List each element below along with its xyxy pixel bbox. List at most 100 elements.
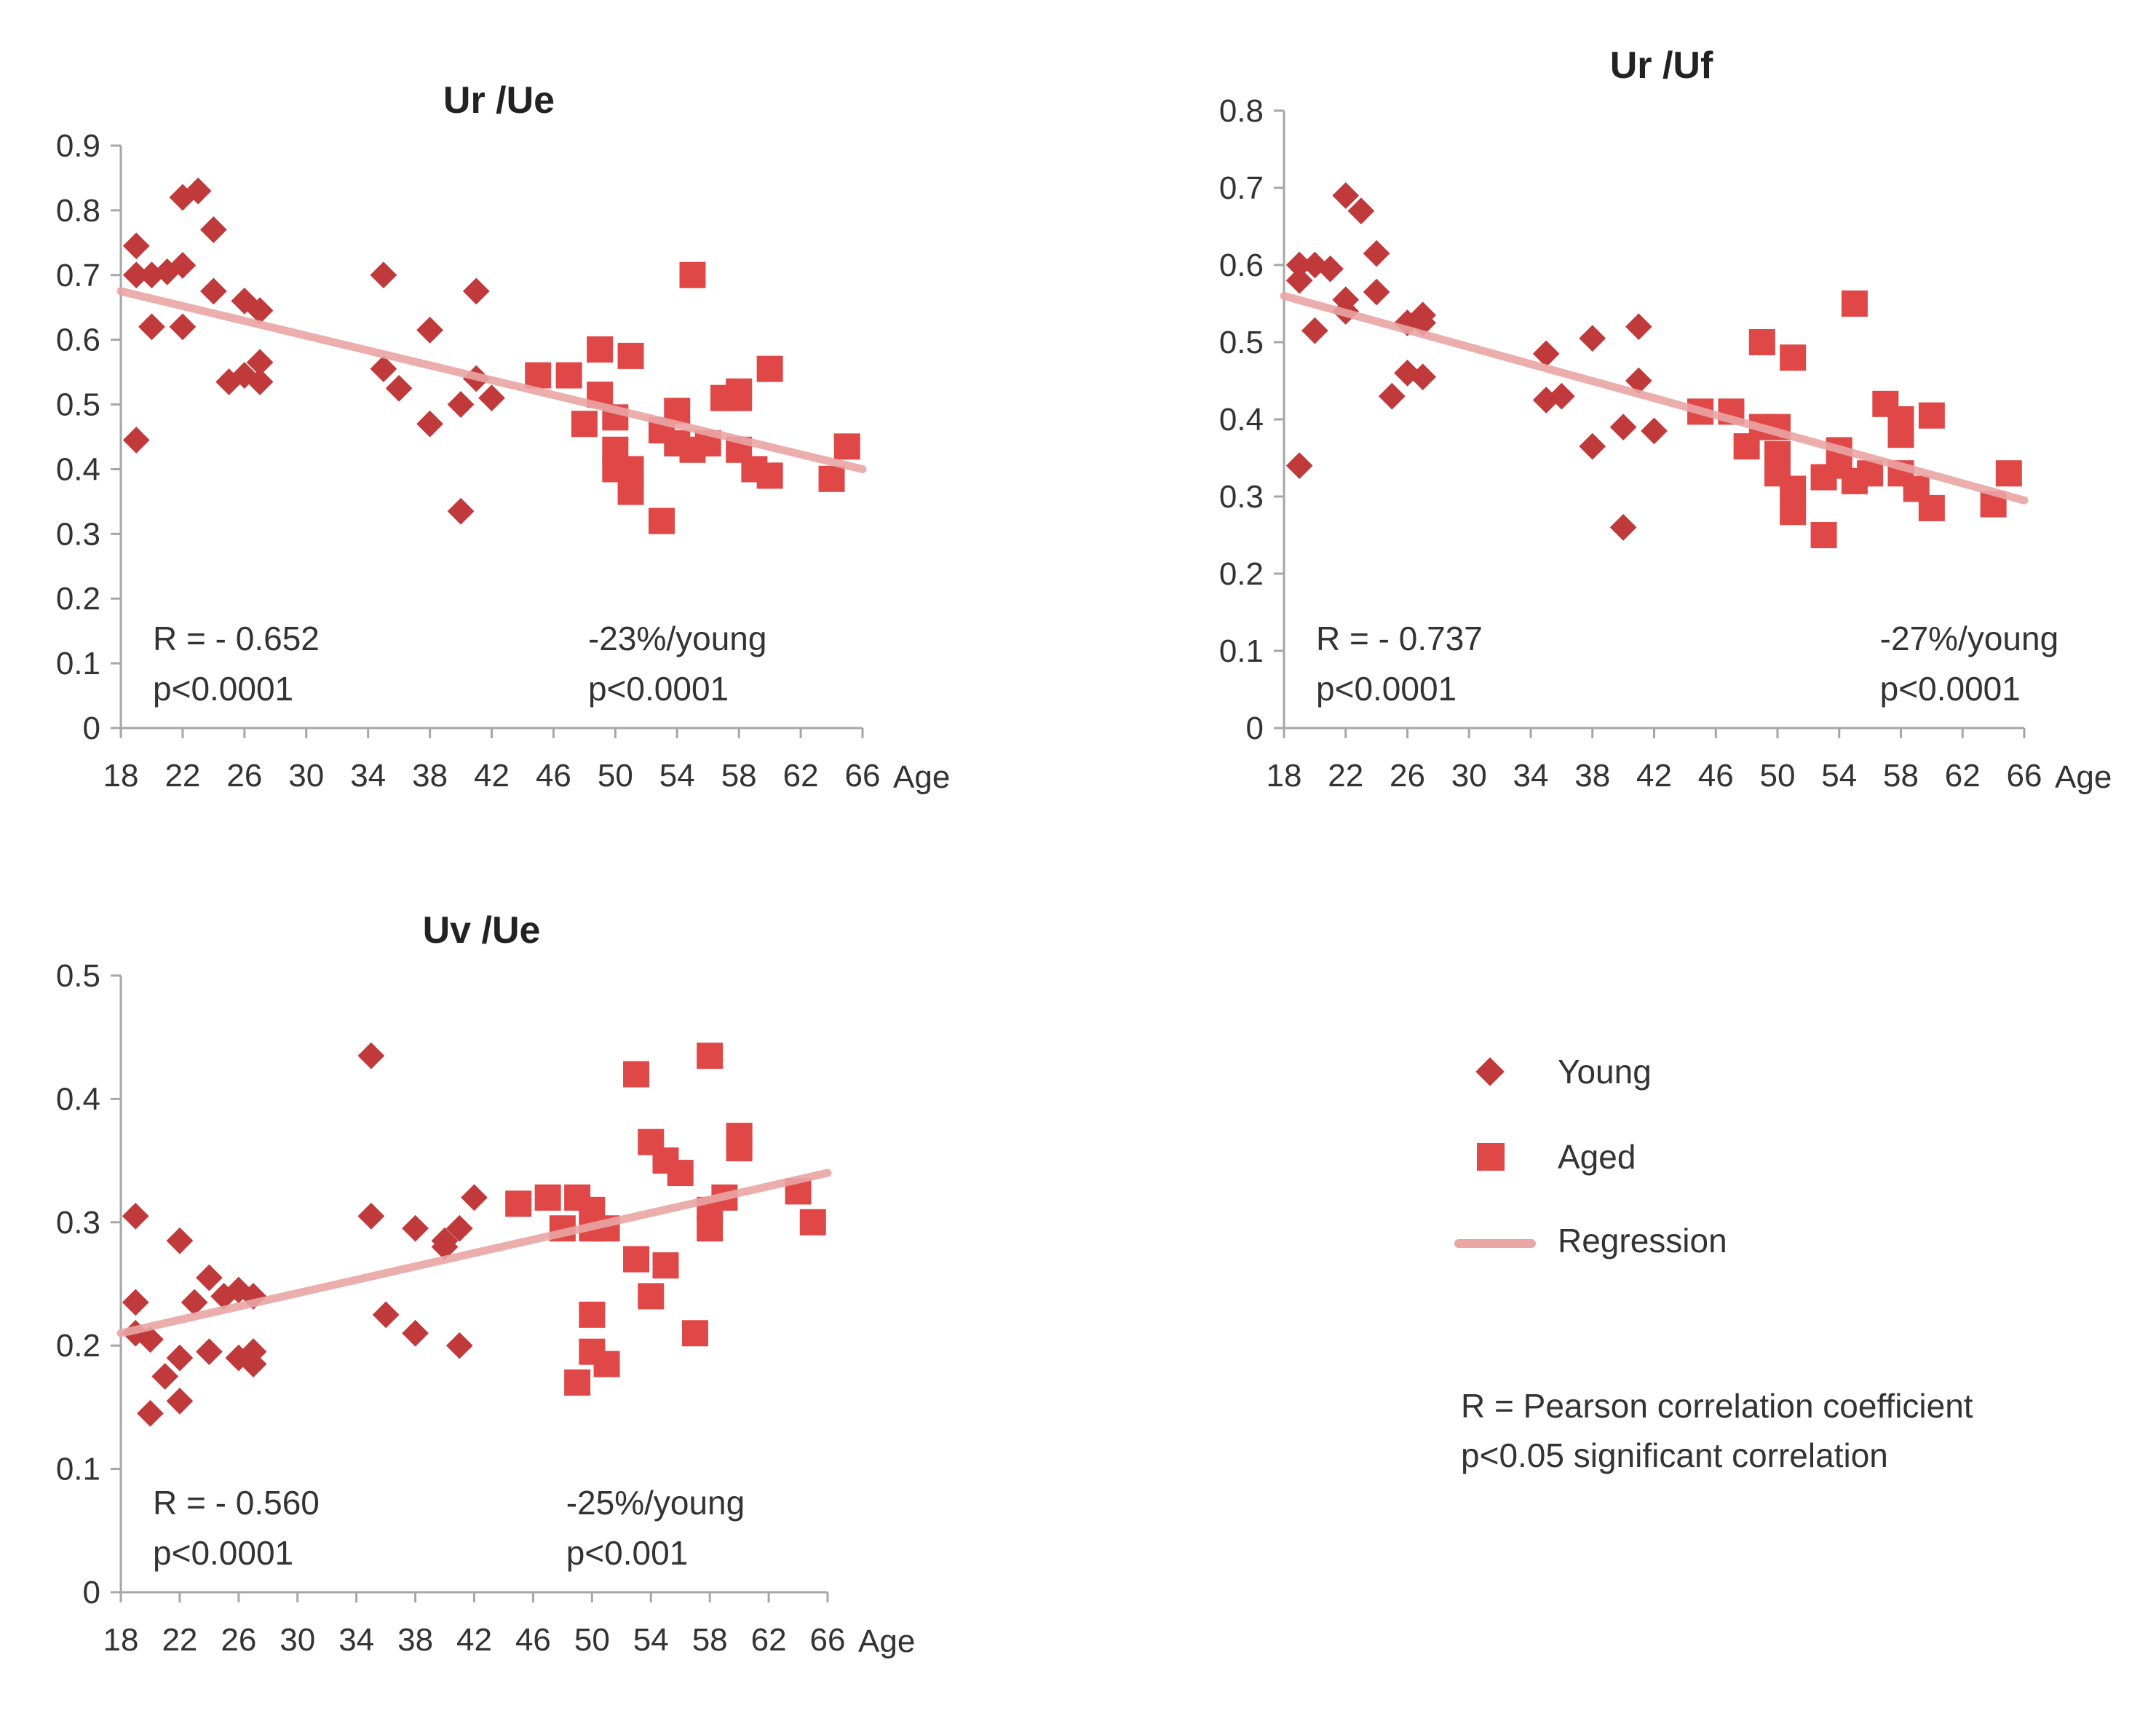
x-tick-label: 62 xyxy=(1945,758,1981,794)
young-point xyxy=(122,427,150,454)
aged-point xyxy=(623,1246,650,1273)
young-point xyxy=(122,261,150,289)
correlation-r: R = - 0.737 xyxy=(1316,620,1483,657)
y-tick-label: 0.5 xyxy=(1219,325,1264,360)
legend: Young Aged Regression R = Pearson correl… xyxy=(1454,1053,1973,1474)
young-point xyxy=(461,1184,488,1211)
young-point xyxy=(1609,414,1637,440)
young-point xyxy=(122,1202,149,1230)
x-tick-label: 22 xyxy=(165,758,200,794)
x-tick-label: 62 xyxy=(751,1622,787,1658)
y-tick-label: 0.6 xyxy=(56,323,100,358)
y-tick-label: 0.2 xyxy=(56,581,100,617)
x-tick-label: 30 xyxy=(1451,758,1487,794)
y-tick-label: 0 xyxy=(83,711,100,746)
young-point xyxy=(246,297,274,325)
aged-point xyxy=(1780,475,1807,502)
y-tick-label: 0.4 xyxy=(56,1081,100,1117)
regression-line xyxy=(116,287,867,473)
aged-point xyxy=(833,433,860,460)
x-tick-label: 54 xyxy=(633,1622,669,1658)
aged-point xyxy=(667,1160,694,1187)
y-tick-label: 0.1 xyxy=(56,1452,100,1487)
legend-young-label: Young xyxy=(1558,1053,1652,1091)
x-tick-label: 38 xyxy=(412,758,448,794)
young-point xyxy=(138,313,165,341)
change-vs-young: -25%/young xyxy=(566,1484,745,1522)
y-tick-label: 0 xyxy=(1246,711,1264,746)
regression-line xyxy=(1280,291,2029,505)
aged-point xyxy=(1780,499,1807,526)
young-point xyxy=(239,1351,267,1377)
x-tick-label: 42 xyxy=(1636,758,1672,794)
aged-point xyxy=(652,1252,679,1279)
y-tick-label: 0.7 xyxy=(56,258,100,293)
aged-point xyxy=(623,1061,650,1088)
young-point xyxy=(402,1319,429,1347)
x-tick-label: 66 xyxy=(845,758,881,794)
young-point xyxy=(184,177,212,205)
young-point xyxy=(169,313,197,341)
young-point xyxy=(1363,278,1390,306)
x-tick-label: 18 xyxy=(1267,758,1302,794)
aged-point xyxy=(756,462,783,489)
aged-point xyxy=(617,478,644,505)
x-tick-label: 34 xyxy=(350,758,386,794)
young-point xyxy=(445,1332,473,1359)
regression-line xyxy=(116,1169,832,1337)
aged-point xyxy=(564,1369,591,1396)
young-point xyxy=(246,349,274,376)
chart-1: Ur /Ue 0 0.1 0.2 0.3 0.4 0.5 0.6 0.7 0.8 0.9 18 22 26… xyxy=(56,79,950,795)
y-tick-label: 0.4 xyxy=(1219,402,1264,438)
young-point xyxy=(122,232,150,260)
change-p: p<0.001 xyxy=(566,1534,689,1572)
aged-point xyxy=(679,261,706,288)
x-tick-label: 46 xyxy=(515,1622,551,1658)
chart-2: Ur /Uf 0 0.1 0.2 0.3 0.4 0.5 0.6 0.7 0.8 18 22 26 30 3… xyxy=(1219,44,2112,795)
young-point xyxy=(370,261,397,289)
young-point xyxy=(1547,382,1575,410)
correlation-p: p<0.0001 xyxy=(1316,670,1457,708)
aged-point xyxy=(1887,406,1914,432)
aged-point xyxy=(525,362,552,389)
aged-point xyxy=(587,336,614,363)
aged-point xyxy=(505,1190,532,1217)
aged-point xyxy=(697,1043,724,1069)
aged-point xyxy=(726,1135,753,1162)
young-point xyxy=(137,1399,164,1427)
young-point xyxy=(402,1214,429,1242)
change-vs-young: -23%/young xyxy=(588,620,767,657)
young-point xyxy=(1625,367,1652,395)
young-point xyxy=(357,1202,385,1230)
aged-point xyxy=(799,1209,826,1235)
chart-title: Ur /Uf xyxy=(1610,44,1713,87)
aged-point xyxy=(649,507,675,534)
x-tick-label: 26 xyxy=(221,1622,256,1658)
aged-point xyxy=(1841,290,1868,317)
young-point xyxy=(122,1289,149,1316)
y-tick-label: 0.6 xyxy=(1219,248,1264,283)
y-tick-label: 0.8 xyxy=(56,193,100,229)
y-tick-label: 0.4 xyxy=(56,451,100,487)
aged-point xyxy=(1857,460,1884,487)
aged-point xyxy=(638,1283,665,1310)
x-tick-label: 42 xyxy=(474,758,510,794)
change-vs-young: -27%/young xyxy=(1880,620,2059,657)
legend-note-line2: p<0.05 significant correlation xyxy=(1461,1436,1888,1474)
aged-point xyxy=(1918,494,1945,521)
correlation-r: R = - 0.560 xyxy=(153,1484,320,1522)
young-point xyxy=(246,368,274,395)
y-tick-label: 0.5 xyxy=(56,387,100,423)
legend-aged-label: Aged xyxy=(1558,1138,1636,1176)
correlation-p: p<0.0001 xyxy=(153,1534,293,1572)
y-tick-label: 0 xyxy=(83,1575,100,1610)
young-point xyxy=(199,277,227,305)
young-point xyxy=(357,1042,385,1069)
x-axis-label: Age xyxy=(858,1624,915,1659)
legend-regression-label: Regression xyxy=(1558,1222,1727,1260)
aged-point xyxy=(681,1320,708,1347)
y-tick-label: 0.9 xyxy=(56,128,100,164)
x-tick-label: 18 xyxy=(103,1622,139,1658)
x-tick-label: 38 xyxy=(397,1622,433,1658)
y-tick-label: 0.1 xyxy=(1219,633,1264,669)
